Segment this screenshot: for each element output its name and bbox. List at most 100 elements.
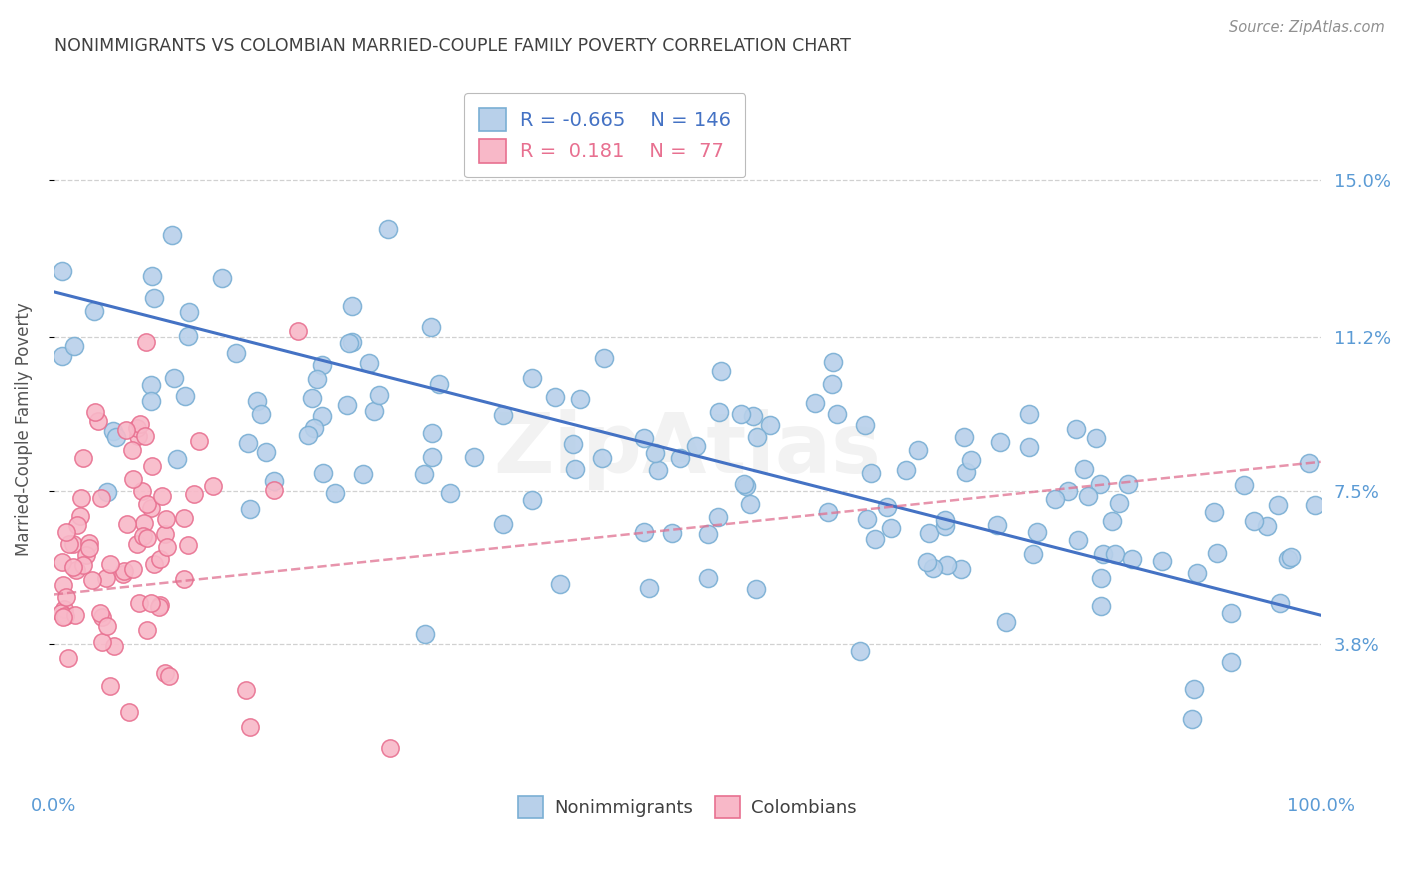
Point: [1181, 712, 1204, 726]
Point: [211, 270, 233, 285]
Point: [89, 491, 111, 505]
Point: [202, 478, 225, 492]
Point: [143, 292, 166, 306]
Point: [65, 563, 87, 577]
Point: [821, 355, 844, 369]
Point: [125, 420, 148, 434]
Point: [955, 465, 977, 479]
Point: [98, 557, 121, 571]
Text: Source: ZipAtlas.com: Source: ZipAtlas.com: [1229, 20, 1385, 35]
Point: [1088, 477, 1111, 491]
Point: [638, 581, 661, 595]
Point: [1277, 551, 1299, 566]
Point: [413, 467, 436, 482]
Point: [77, 536, 100, 550]
Point: [153, 526, 176, 541]
Point: [934, 513, 956, 527]
Point: [177, 305, 200, 319]
Point: [155, 665, 177, 680]
Point: [1267, 498, 1289, 512]
Point: [134, 429, 156, 443]
Point: [548, 576, 571, 591]
Point: [921, 561, 943, 575]
Point: [134, 516, 156, 531]
Point: [738, 497, 761, 511]
Point: [139, 596, 162, 610]
Point: [51, 606, 73, 620]
Point: [707, 405, 730, 419]
Point: [311, 358, 333, 372]
Point: [302, 421, 325, 435]
Point: [176, 329, 198, 343]
Point: [63, 608, 86, 623]
Point: [72, 450, 94, 465]
Point: [562, 436, 585, 450]
Point: [121, 443, 143, 458]
Point: [249, 407, 271, 421]
Point: [633, 431, 655, 445]
Point: [131, 483, 153, 498]
Point: [225, 346, 247, 360]
Point: [647, 463, 669, 477]
Point: [239, 720, 262, 734]
Point: [1233, 478, 1256, 492]
Point: [568, 392, 591, 406]
Point: [263, 474, 285, 488]
Point: [734, 479, 756, 493]
Point: [894, 463, 917, 477]
Point: [337, 335, 360, 350]
Point: [118, 705, 141, 719]
Point: [90, 635, 112, 649]
Point: [149, 598, 172, 612]
Point: [55, 590, 77, 604]
Point: [855, 512, 877, 526]
Point: [311, 466, 333, 480]
Point: [297, 428, 319, 442]
Point: [56, 651, 79, 665]
Point: [759, 418, 782, 433]
Point: [804, 395, 827, 409]
Point: [544, 391, 567, 405]
Point: [1026, 524, 1049, 539]
Point: [62, 537, 84, 551]
Point: [63, 338, 86, 352]
Point: [1206, 545, 1229, 559]
Point: [420, 450, 443, 464]
Point: [148, 600, 170, 615]
Point: [820, 377, 842, 392]
Point: [128, 417, 150, 431]
Point: [75, 548, 97, 562]
Point: [1202, 505, 1225, 519]
Point: [644, 446, 666, 460]
Point: [520, 371, 543, 385]
Point: [592, 351, 614, 365]
Point: [907, 443, 929, 458]
Point: [58, 536, 80, 550]
Point: [157, 668, 180, 682]
Point: [742, 409, 765, 423]
Point: [52, 610, 75, 624]
Point: [111, 566, 134, 581]
Point: [51, 555, 73, 569]
Point: [136, 623, 159, 637]
Point: [142, 557, 165, 571]
Point: [661, 526, 683, 541]
Point: [340, 335, 363, 350]
Point: [363, 404, 385, 418]
Point: [239, 502, 262, 516]
Point: [463, 450, 485, 464]
Point: [103, 639, 125, 653]
Point: [988, 435, 1011, 450]
Point: [696, 527, 718, 541]
Y-axis label: Married-Couple Family Poverty: Married-Couple Family Poverty: [15, 301, 32, 556]
Point: [1021, 547, 1043, 561]
Point: [745, 429, 768, 443]
Point: [1185, 566, 1208, 580]
Point: [70, 491, 93, 505]
Point: [127, 429, 149, 443]
Point: [83, 405, 105, 419]
Point: [378, 740, 401, 755]
Point: [89, 606, 111, 620]
Point: [1121, 552, 1143, 566]
Point: [336, 398, 359, 412]
